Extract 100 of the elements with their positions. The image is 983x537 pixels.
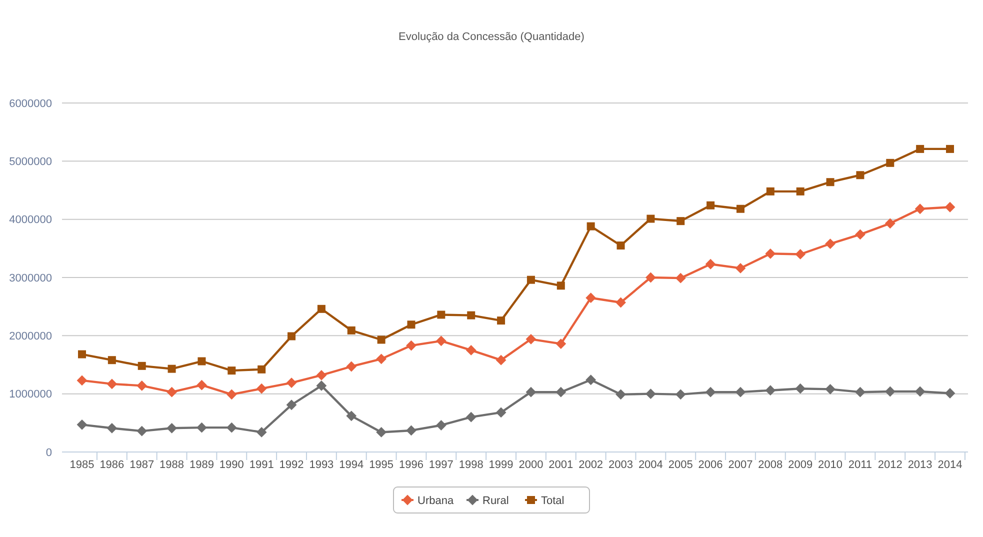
point: [376, 427, 387, 438]
point: [436, 420, 446, 430]
point: [136, 380, 148, 391]
point: [736, 204, 744, 213]
point: [106, 422, 118, 434]
point: [406, 425, 416, 436]
point: [406, 340, 416, 351]
x-tick-label: 1992: [279, 459, 304, 471]
point: [466, 345, 476, 356]
x-tick-label: 2001: [548, 459, 574, 471]
point: [914, 204, 926, 214]
point: [138, 362, 146, 370]
point: [376, 354, 387, 364]
point: [466, 412, 476, 422]
point: [735, 386, 746, 398]
x-tick-label: 2009: [788, 459, 813, 471]
x-tick-label: 2003: [608, 459, 633, 471]
point: [944, 388, 956, 398]
point: [586, 374, 596, 386]
y-tick-label: 2000000: [9, 330, 52, 343]
point: [346, 410, 357, 422]
point: [288, 332, 296, 340]
y-tick-label: 3000000: [9, 272, 52, 284]
y-tick-label: 4000000: [9, 214, 52, 226]
x-tick-label: 1986: [100, 459, 124, 471]
y-tick-label: 6000000: [9, 98, 52, 110]
point: [317, 304, 326, 313]
point: [166, 422, 177, 434]
point: [497, 316, 506, 325]
x-tick-label: 1999: [488, 459, 514, 471]
point: [78, 350, 86, 358]
chart-title: Evolução da Concessão (Quantidade): [398, 31, 584, 43]
point: [675, 389, 686, 400]
point: [645, 272, 656, 283]
point: [196, 422, 207, 433]
point: [795, 383, 806, 394]
x-tick-label: 1996: [399, 459, 424, 471]
x-tick-label: 1985: [70, 459, 94, 471]
point: [735, 262, 746, 274]
y-tick-label: 5000000: [9, 156, 52, 168]
point: [586, 292, 596, 304]
point: [286, 400, 297, 410]
point: [228, 366, 236, 375]
point: [826, 178, 834, 186]
point: [196, 380, 207, 390]
point: [76, 419, 88, 430]
x-tick-label: 2007: [728, 459, 753, 471]
x-tick-label: 1993: [309, 459, 334, 471]
point: [436, 336, 446, 346]
point: [346, 361, 357, 372]
x-tick-label: 2012: [878, 459, 902, 471]
point: [706, 201, 715, 210]
point: [526, 386, 536, 398]
point: [286, 378, 297, 388]
point: [646, 214, 655, 223]
point: [884, 218, 896, 229]
x-tick-label: 2002: [578, 459, 604, 471]
point: [916, 144, 924, 153]
point: [526, 334, 536, 344]
x-tick-label: 1989: [189, 459, 214, 471]
x-tick-label: 2014: [938, 459, 962, 471]
point: [616, 297, 626, 308]
point: [437, 310, 446, 319]
point: [556, 282, 565, 290]
point: [258, 365, 266, 374]
point: [256, 427, 267, 438]
point: [765, 248, 776, 259]
x-tick-label: 2011: [848, 459, 872, 471]
point: [136, 426, 148, 436]
x-tick-label: 1998: [458, 459, 484, 471]
point: [467, 311, 476, 320]
point: [586, 222, 595, 230]
legend-label: Total: [541, 494, 564, 507]
point: [766, 187, 774, 196]
point: [796, 187, 804, 196]
point: [347, 326, 356, 334]
point: [526, 276, 535, 284]
point: [705, 386, 716, 398]
x-tick-label: 2005: [668, 459, 693, 471]
x-tick-label: 2006: [698, 459, 723, 471]
point: [616, 242, 625, 250]
point: [795, 249, 806, 260]
x-tick-label: 1995: [369, 459, 394, 471]
point: [496, 354, 506, 366]
point: [76, 375, 88, 386]
x-tick-label: 2010: [818, 459, 843, 471]
point: [944, 202, 956, 212]
x-tick-label: 1994: [339, 459, 364, 471]
y-tick-label: 0: [46, 446, 52, 459]
x-tick-label: 1990: [219, 459, 244, 471]
point: [946, 144, 954, 153]
point: [676, 217, 685, 226]
point: [825, 384, 836, 394]
point: [377, 336, 386, 344]
point: [316, 370, 327, 380]
x-tick-label: 1991: [249, 459, 274, 471]
point: [556, 386, 566, 398]
point: [198, 357, 206, 366]
point: [407, 320, 416, 329]
point: [705, 258, 716, 270]
